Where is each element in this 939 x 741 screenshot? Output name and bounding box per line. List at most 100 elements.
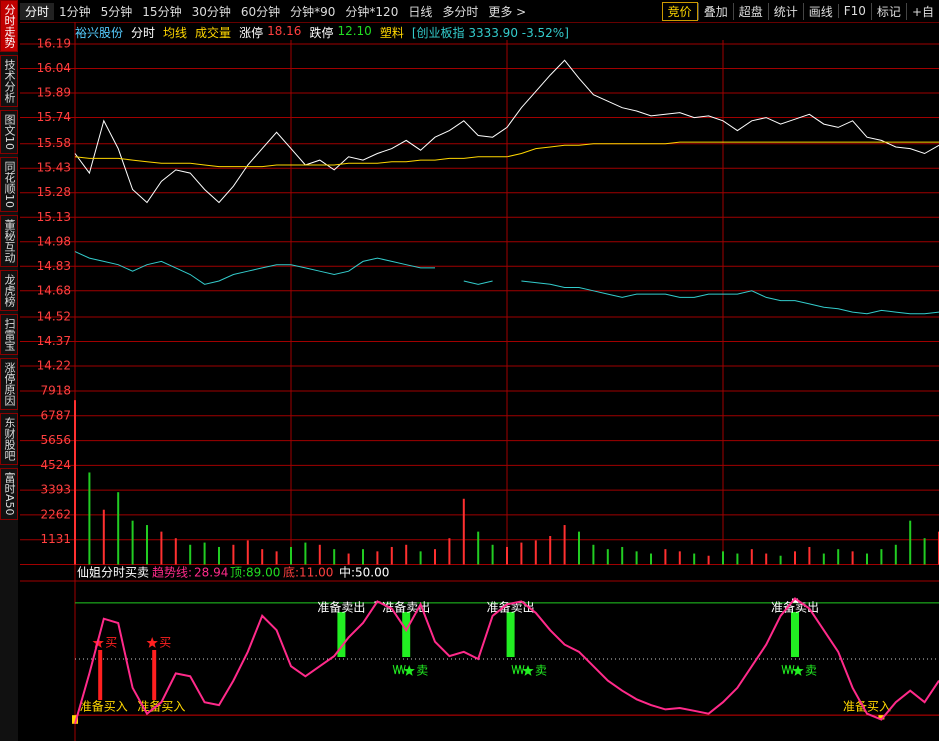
y-tick-label: 14.98 — [37, 234, 71, 248]
tool-button[interactable]: 统计 — [767, 2, 803, 20]
side-tab[interactable]: 富时A50 — [0, 468, 18, 520]
y-tick-label: 3393 — [40, 483, 71, 497]
side-tab[interactable]: 同花顺10 — [0, 157, 18, 212]
label: 涨停 — [239, 26, 264, 40]
sell-bar — [506, 612, 515, 657]
volume-bar — [318, 544, 321, 565]
volume-bar — [808, 546, 811, 565]
tool-button[interactable]: +自 — [905, 2, 939, 20]
side-tab[interactable]: 技术分析 — [0, 55, 18, 107]
volume-bar — [592, 544, 595, 565]
label: 中: — [339, 565, 355, 580]
volume-bar — [837, 549, 840, 565]
volume-bar — [563, 525, 566, 565]
side-tab[interactable]: 图文10 — [0, 110, 18, 154]
tool-button[interactable]: F10 — [837, 4, 871, 18]
info-line: 裕兴股份 分时 均线 成交量 涨停 18.16 跌停 12.10 塑料 [创业板… — [75, 24, 569, 41]
side-tab[interactable]: 东财股吧 — [0, 413, 18, 465]
volume-bar — [376, 551, 379, 565]
volume-bar — [794, 551, 796, 565]
volume-bar — [621, 546, 624, 565]
volume-bar — [909, 520, 912, 565]
volume-bar — [290, 546, 292, 565]
y-tick-label: 14.68 — [37, 283, 71, 297]
sell-arrow — [400, 664, 406, 675]
period-tab[interactable]: 15分钟 — [142, 4, 182, 19]
limit-down: 12.10 — [337, 24, 372, 38]
volume-bar — [722, 551, 724, 565]
side-tab[interactable]: 董秘互动 — [0, 215, 18, 267]
volume-bar — [664, 549, 667, 565]
side-tab[interactable]: 扫雷宝 — [0, 314, 18, 355]
volume-bar — [146, 525, 148, 565]
volume-bar — [117, 492, 120, 565]
star-icon — [792, 665, 804, 676]
sell-arrow — [396, 664, 402, 675]
side-tab[interactable]: 龙虎榜 — [0, 270, 18, 311]
volume-bar — [74, 400, 76, 565]
star-icon — [146, 637, 158, 648]
y-tick-label: 15.28 — [37, 185, 71, 199]
y-tick-label: 14.52 — [37, 309, 71, 323]
volume-bar — [693, 553, 696, 565]
sell-label: 卖 — [416, 664, 428, 678]
y-tick-label: 16.19 — [37, 37, 71, 51]
tool-button[interactable]: 标记 — [870, 2, 906, 20]
period-tab[interactable]: 分时 — [20, 2, 55, 20]
volume-bar — [894, 544, 897, 565]
sell-arrow — [519, 664, 525, 675]
index: [创业板指 3333.90 -3.52%] — [411, 26, 569, 40]
bottom-bar — [72, 715, 78, 724]
period-tab[interactable]: 多分时 — [442, 4, 479, 19]
y-tick-label: 16.04 — [37, 61, 71, 75]
y-tick-label: 4524 — [40, 458, 71, 472]
volume-bar — [707, 555, 710, 565]
y-tick-label: 7918 — [40, 384, 71, 398]
sell-label: 卖 — [535, 664, 547, 678]
y-tick-label: 5656 — [40, 433, 71, 447]
volume-bar — [390, 546, 393, 565]
volume-bar — [362, 549, 364, 565]
legend: 分时 — [131, 26, 156, 40]
volume-bar — [520, 542, 523, 565]
tool-button[interactable]: 竞价 — [661, 1, 698, 21]
value: 50.00 — [355, 566, 389, 580]
sector: 塑料 — [379, 26, 404, 40]
period-tab[interactable]: 1分钟 — [59, 4, 91, 19]
buy-ready-label: 准备买入 — [80, 700, 128, 714]
stock-name: 裕兴股份 — [75, 26, 124, 40]
volume-bar — [736, 553, 739, 565]
period-tab[interactable]: 日线 — [408, 4, 433, 19]
legend: 均线 — [163, 26, 188, 40]
sell-arrow — [392, 664, 398, 675]
volume-bar — [549, 536, 552, 565]
tool-button[interactable]: 叠加 — [697, 2, 733, 20]
volume-bar — [448, 538, 451, 565]
volume-bar — [131, 520, 134, 565]
period-tab[interactable]: 60分钟 — [240, 4, 281, 19]
limit-up: 18.16 — [267, 24, 302, 38]
volume-bar — [851, 551, 854, 565]
volume-bar — [304, 542, 307, 565]
y-tick-label: 6787 — [40, 408, 71, 422]
tool-button[interactable]: 画线 — [802, 2, 838, 20]
period-tab[interactable]: 分钟*120 — [345, 4, 399, 19]
volume-bar — [923, 538, 926, 565]
y-tick-label: 1131 — [40, 532, 71, 546]
volume-bar — [261, 549, 264, 565]
period-tab[interactable]: 5分钟 — [100, 4, 133, 19]
side-tab[interactable]: 涨停原因 — [0, 358, 18, 410]
volume-bar — [578, 531, 580, 565]
sell-bar — [402, 612, 411, 657]
period-tab[interactable]: 30分钟 — [191, 4, 231, 19]
volume-bar — [102, 509, 105, 565]
bottom-bar — [878, 715, 885, 720]
period-tab[interactable]: 更多 > — [488, 4, 527, 19]
value: 11.00 — [299, 566, 333, 580]
period-tab[interactable]: 分钟*90 — [290, 4, 336, 19]
buy-ready-label: 准备买入 — [137, 700, 185, 714]
tool-button[interactable]: 超盘 — [732, 2, 768, 20]
volume-bar — [347, 553, 350, 565]
side-tab[interactable]: 分时走势 — [0, 0, 18, 52]
